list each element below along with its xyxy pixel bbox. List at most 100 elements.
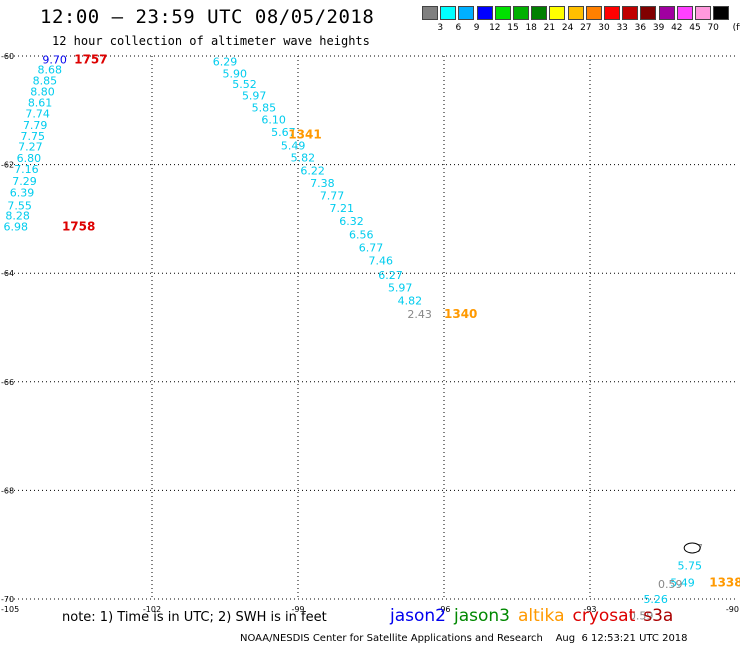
wave-height-value: 5.85	[252, 102, 277, 115]
legend-tick-label: 30	[598, 23, 610, 33]
wave-height-value: 7.77	[320, 190, 345, 203]
satellite-legend: jason2 jason3 altika cryosat s3a	[390, 606, 681, 626]
wave-height-value: 6.32	[339, 215, 364, 228]
y-tick-label: -62	[1, 161, 14, 170]
x-tick-label: -102	[143, 605, 161, 614]
wave-height-value: 9.70	[42, 53, 67, 66]
legend-tick-label: 15	[507, 23, 519, 33]
legend-swatch	[549, 6, 566, 20]
legend-tick-label: 6	[455, 23, 462, 33]
wave-height-value: 7.38	[310, 177, 335, 190]
y-tick-label: -60	[1, 52, 14, 61]
wave-height-value: 5.26	[643, 593, 668, 606]
x-tick-label: -93	[583, 605, 596, 614]
legend-tick-label: 45	[689, 23, 701, 33]
legend-tick-label: 33	[616, 23, 628, 33]
legend-swatch	[585, 6, 602, 20]
satellite-name: jason2	[390, 606, 446, 626]
wave-height-value: 7.27	[18, 141, 43, 154]
pass-time-label: 1757	[74, 52, 107, 66]
wave-height-value: 6.27	[378, 269, 403, 282]
pass-time-label: 1341	[288, 128, 321, 142]
legend-swatch	[458, 6, 475, 20]
wave-height-value: 6.56	[349, 229, 374, 242]
legend-tick-label: 70	[707, 23, 719, 33]
legend-swatch	[676, 6, 693, 20]
legend-swatch	[531, 6, 548, 20]
legend-swatch	[658, 6, 675, 20]
wave-height-value: 8.61	[28, 97, 53, 110]
y-tick-label: -66	[1, 378, 14, 387]
wave-height-value: 7.16	[14, 163, 39, 176]
pass-time-label: 1340	[444, 307, 477, 321]
y-tick-label: -64	[1, 269, 14, 278]
wave-height-value: 6.98	[3, 221, 28, 234]
wave-height-value: 7.79	[23, 119, 48, 132]
wave-height-value: 8.80	[30, 85, 55, 98]
wave-height-value: 5.49	[670, 577, 695, 590]
wave-height-value: 7.75	[21, 130, 46, 143]
y-tick-label: -68	[1, 486, 14, 495]
chart-subtitle: 12 hour collection of altimeter wave hei…	[52, 34, 370, 48]
wave-height-value: 0.59	[658, 578, 683, 591]
legend-swatch	[494, 6, 511, 20]
legend-tick-label: 24	[561, 23, 574, 33]
legend-swatch	[476, 6, 493, 20]
legend-swatch	[713, 6, 730, 20]
wave-height-value: 2.43	[407, 308, 432, 321]
wave-height-value: 7	[696, 542, 703, 555]
wave-height-value: 5.52	[232, 78, 257, 91]
satellite-name: altika	[518, 606, 565, 626]
wave-height-value: 5.82	[291, 152, 316, 165]
chart-title: 12:00 – 23:59 UTC 08/05/2018	[40, 6, 375, 28]
legend-tick-label: 36	[634, 23, 647, 33]
wave-height-value: 7.21	[330, 202, 355, 215]
wave-height-value: 4.82	[398, 294, 423, 307]
wave-height-value: 7.29	[12, 175, 37, 188]
wave-height-value: 7.46	[368, 255, 393, 268]
wave-height-value: 5.97	[242, 90, 267, 103]
legend-swatch	[604, 6, 620, 20]
wave-height-value: 6.22	[300, 165, 325, 178]
x-tick-label: -105	[1, 605, 19, 614]
x-tick-label: -96	[437, 605, 450, 614]
coastline-contour	[683, 542, 701, 554]
legend-swatch	[622, 6, 639, 20]
wave-height-value: 5.49	[281, 140, 306, 153]
legend-tick-label: 12	[489, 23, 501, 33]
legend-tick-label: 3	[437, 23, 444, 33]
x-tick-label: -99	[291, 605, 304, 614]
wave-height-value: 0.59	[629, 609, 654, 622]
wave-height-value: 7.55	[7, 199, 32, 212]
legend-swatch	[422, 6, 438, 20]
footnote: note: 1) Time is in UTC; 2) SWH is in fe…	[62, 610, 327, 625]
satellite-name: s3a	[643, 606, 674, 626]
wave-height-value: 6.10	[261, 114, 286, 127]
legend-swatch	[640, 6, 657, 20]
legend-swatch	[440, 6, 457, 20]
legend-swatch	[695, 6, 711, 20]
legend-tick-label: 18	[525, 23, 537, 33]
wave-height-value: 5.75	[678, 559, 703, 572]
legend-tick-label: (ft)	[732, 23, 740, 33]
satellite-name: cryosat	[572, 606, 636, 626]
pass-time-label: 1338	[709, 576, 740, 590]
wave-height-value: 6.80	[17, 152, 42, 165]
wave-height-value: 8.28	[5, 210, 30, 223]
legend-tick-label: 42	[671, 23, 683, 33]
legend-swatch	[567, 6, 584, 20]
wave-height-value: 6.77	[359, 242, 384, 255]
wave-height-value: 6.29	[213, 55, 238, 68]
satellite-name: jason3	[454, 606, 510, 626]
wave-height-value: 6.39	[10, 186, 35, 199]
pass-time-label: 1758	[62, 220, 95, 234]
legend-swatch	[513, 6, 529, 20]
x-tick-label: -90	[726, 605, 739, 614]
wave-height-value: 5.67	[271, 126, 296, 139]
legend-tick-label: 27	[580, 23, 592, 33]
legend-tick-label: 39	[652, 23, 665, 33]
wave-height-value: 8.68	[38, 64, 63, 77]
legend-tick-label: 9	[473, 23, 480, 33]
credit-line: NOAA/NESDIS Center for Satellite Applica…	[240, 633, 688, 644]
